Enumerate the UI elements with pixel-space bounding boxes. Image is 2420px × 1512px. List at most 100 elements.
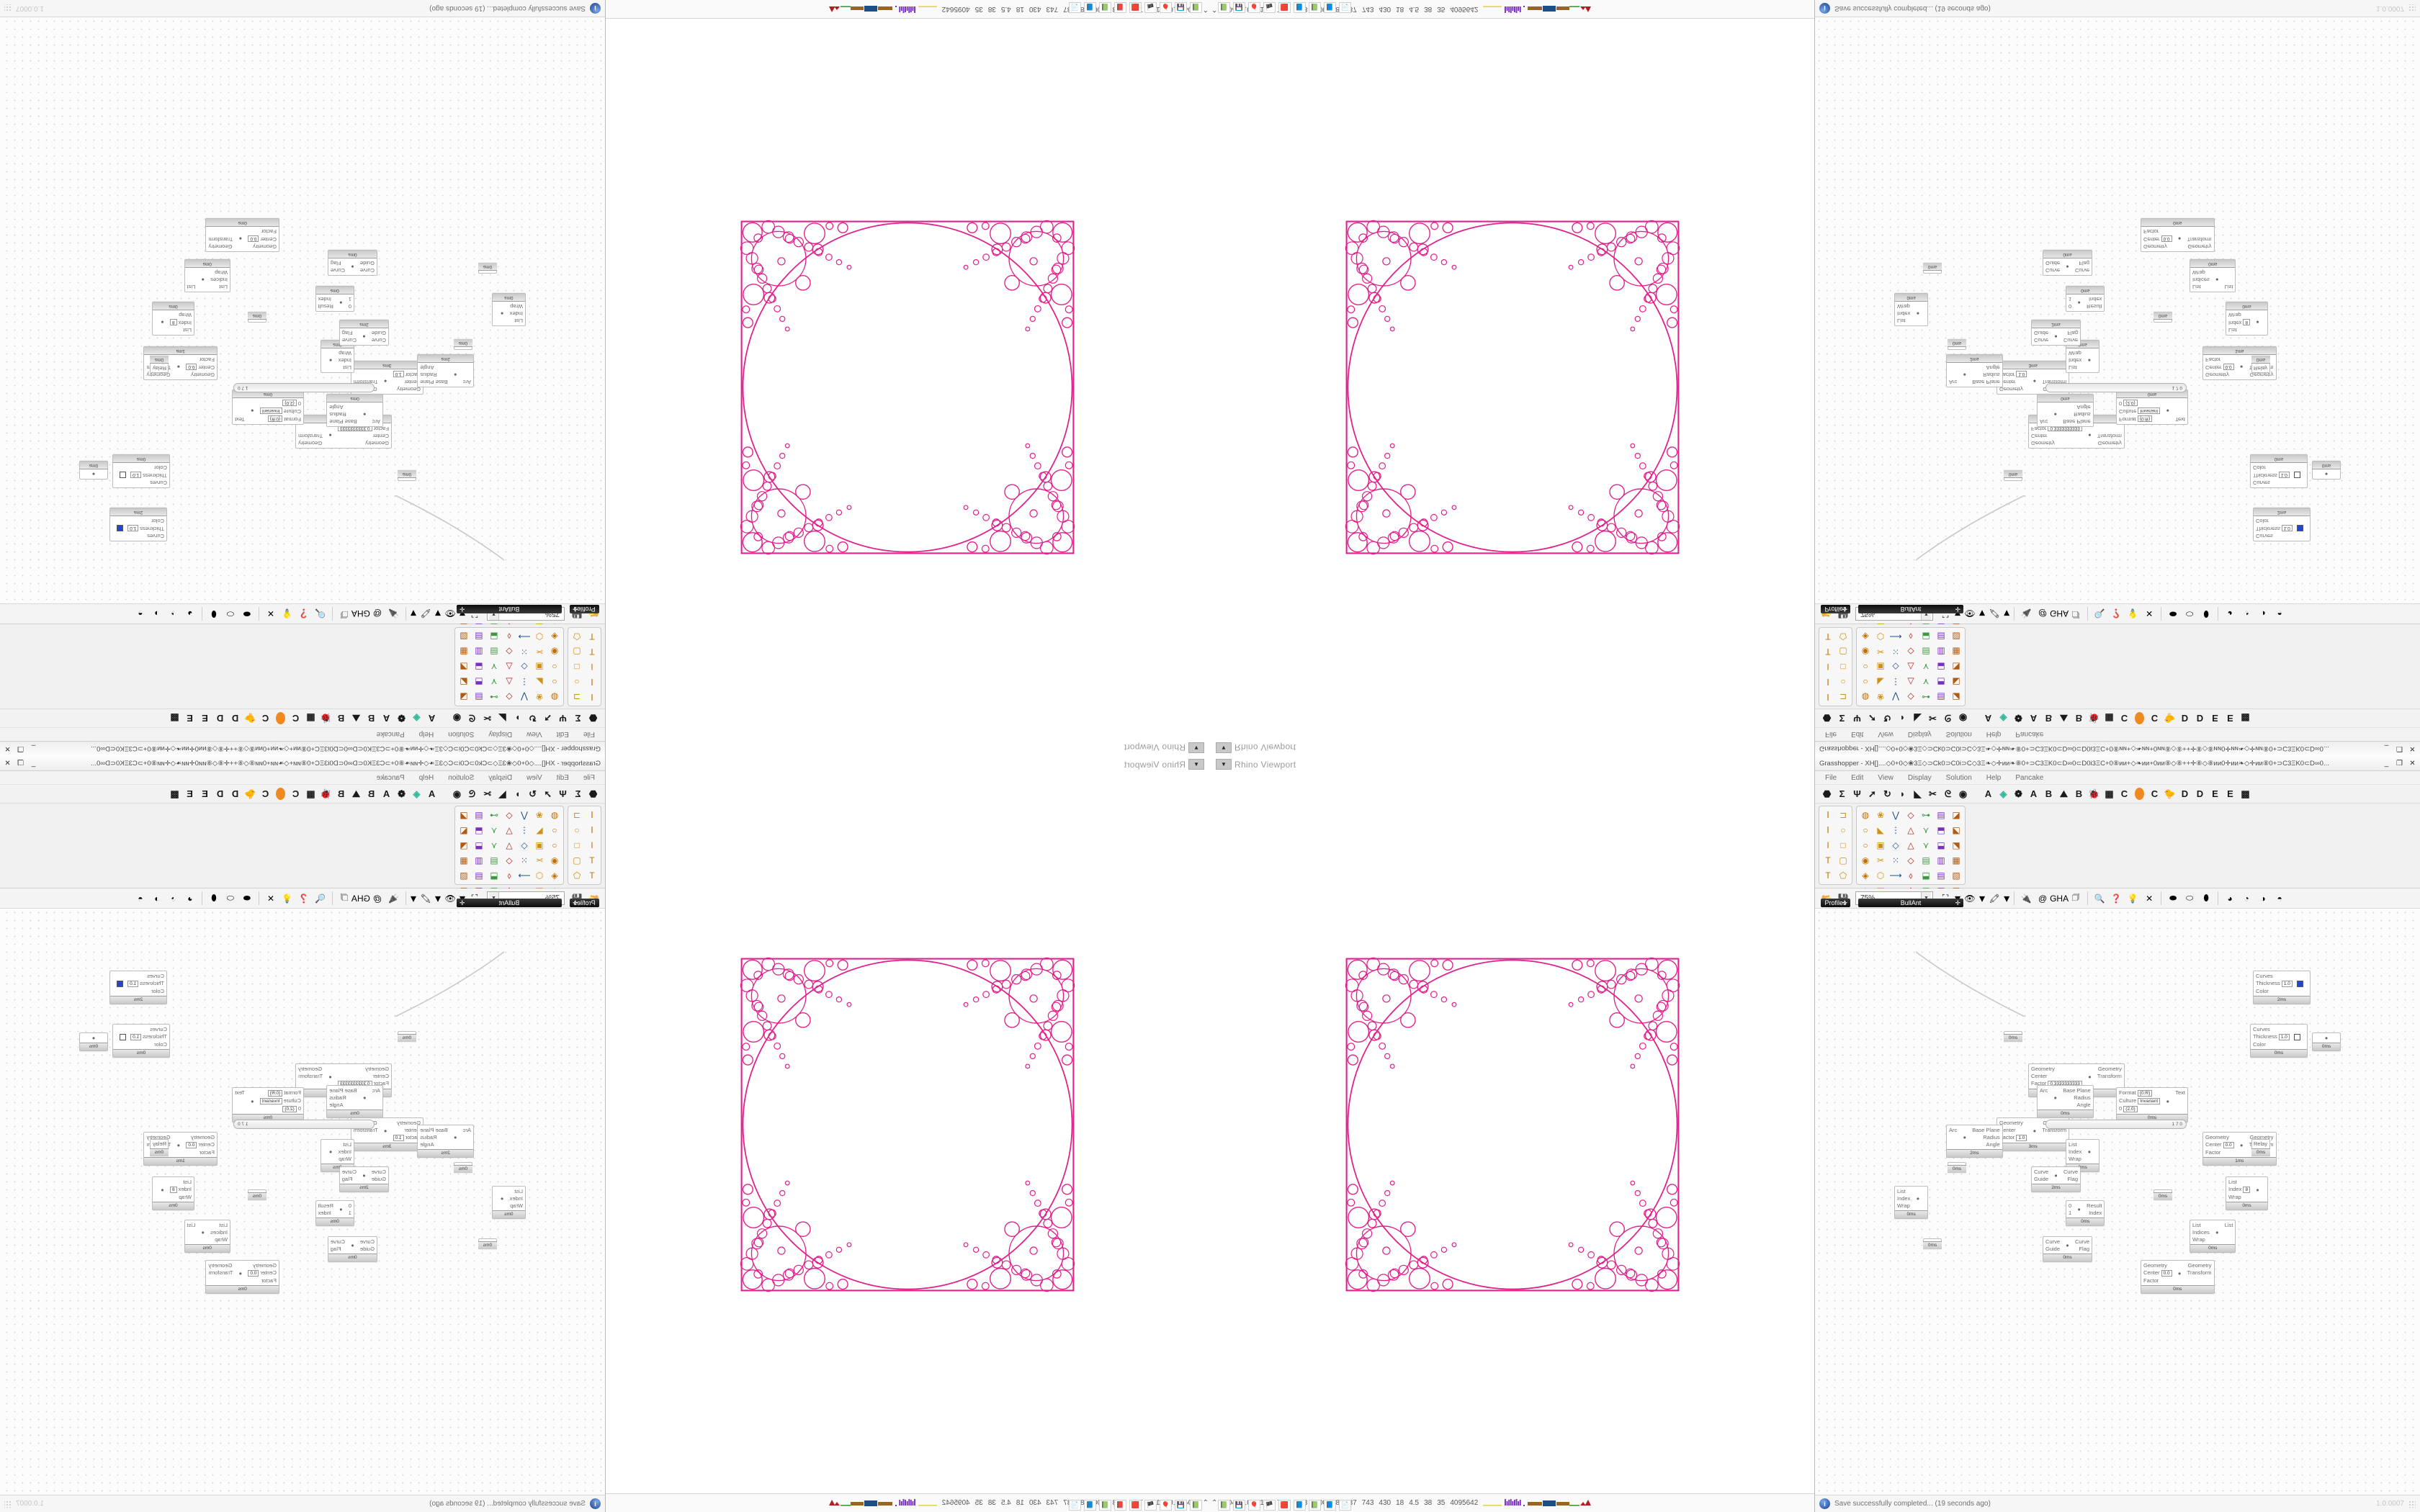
- window-controls[interactable]: _ ❐ ✕: [2380, 758, 2419, 769]
- shade-black-icon[interactable]: ⬬: [2169, 609, 2177, 619]
- input-param[interactable]: Thickness 1.0: [130, 472, 167, 479]
- ribbon-icon[interactable]: ▣: [535, 662, 544, 672]
- input-param[interactable]: Factor 1.0: [1999, 371, 2027, 378]
- menu-item-help[interactable]: Help: [418, 730, 434, 739]
- output-param[interactable]: Flag: [330, 1246, 341, 1252]
- ribbon-icon[interactable]: Ⅰ: [591, 825, 593, 835]
- input-param[interactable]: Wrap: [1897, 1202, 1910, 1209]
- addon-dots-tab[interactable]: ▩: [170, 788, 179, 799]
- ribbon-icon[interactable]: Ⅰ: [591, 677, 593, 687]
- addon-a1-tab[interactable]: A: [1984, 713, 1992, 724]
- input-param[interactable]: Color: [2256, 518, 2269, 524]
- viewport-menu-arrow-icon[interactable]: ▼: [1216, 759, 1232, 770]
- output-param[interactable]: Geometry: [208, 1262, 233, 1269]
- output-param[interactable]: Transform: [208, 236, 233, 243]
- list-item-2[interactable]: List Index Wrap ● 0ms: [1894, 1186, 1929, 1219]
- material-blue-icon[interactable]: ◓: [2277, 893, 2282, 904]
- ribbon-icon[interactable]: ⬠: [573, 631, 581, 642]
- menu-item-pancake[interactable]: Pancake: [2015, 773, 2044, 782]
- larger-than[interactable]: 0 1 ● Result Index 0ms: [315, 1200, 354, 1226]
- addon-tree-tab[interactable]: ❁: [398, 713, 405, 724]
- material-green-icon[interactable]: ◔: [171, 893, 176, 904]
- surface-tab[interactable]: ◗: [1899, 713, 1906, 724]
- arc-deconstruct-1[interactable]: Arc ● Base Plane Radius Angle 0ms: [2037, 394, 2094, 427]
- ribbon-tab-label-bullant[interactable]: BullAnt ✛: [457, 605, 562, 613]
- input-param[interactable]: Geometry: [365, 1066, 389, 1072]
- input-param[interactable]: List: [343, 1141, 351, 1148]
- addon-ellipse-tab[interactable]: [2135, 712, 2144, 724]
- param-value[interactable]: Invariant: [2138, 408, 2161, 414]
- input-param[interactable]: 1: [2069, 1210, 2072, 1216]
- input-param[interactable]: List: [219, 284, 228, 290]
- ribbon-icon[interactable]: ⊐: [1839, 810, 1847, 820]
- group-node-1[interactable]: 0ms: [2154, 1189, 2172, 1200]
- addon-dots-tab[interactable]: ▩: [170, 713, 179, 724]
- transform-tab[interactable]: ᘓ: [1944, 788, 1952, 799]
- grasshopper-canvas[interactable]: Curves Thickness 1.0 Color 2ms Curves Thic…: [0, 909, 605, 1495]
- material-teal-icon[interactable]: ◕: [2227, 893, 2233, 904]
- input-param[interactable]: Geometry: [397, 386, 421, 392]
- input-param[interactable]: List: [514, 318, 523, 324]
- output-param[interactable]: Flag: [2079, 260, 2090, 266]
- number-slider-1[interactable]: 1 7 0: [2045, 383, 2187, 392]
- addon-grid-tab[interactable]: ▦: [306, 713, 315, 724]
- output-param[interactable]: Flag: [2067, 330, 2079, 336]
- bulb-icon[interactable]: 💡: [282, 893, 293, 904]
- input-param[interactable]: Culture Invariant: [2119, 1097, 2161, 1104]
- ribbon-icon[interactable]: ⬓: [1922, 631, 1930, 642]
- input-param[interactable]: Format {0:R}: [2119, 415, 2160, 423]
- menu-item-file[interactable]: File: [1825, 773, 1837, 782]
- addon-d1-tab[interactable]: D: [231, 788, 239, 799]
- ribbon-icon[interactable]: ⟶: [518, 870, 531, 881]
- input-param[interactable]: Culture Invariant: [2119, 408, 2161, 415]
- material-orange-icon[interactable]: ◑: [154, 893, 160, 904]
- ribbon-icon[interactable]: ⬨: [507, 631, 511, 642]
- ribbon-icon[interactable]: ◪: [1952, 810, 1960, 820]
- ribbon-icon[interactable]: ⋎: [490, 825, 498, 835]
- param-value[interactable]: {0:R}: [2137, 1090, 2153, 1097]
- taskbar-icon-a8[interactable]: 📗: [1190, 1499, 1202, 1511]
- display-tab[interactable]: ◉: [1958, 788, 1968, 799]
- shade-white-icon[interactable]: ⬭: [226, 609, 235, 619]
- output-param[interactable]: Angle: [2076, 1102, 2091, 1108]
- ribbon-icon[interactable]: T: [1825, 855, 1831, 865]
- input-param[interactable]: Geometry: [253, 243, 277, 250]
- material-blue-icon[interactable]: ◓: [138, 608, 143, 619]
- ribbon-icon[interactable]: ▦: [460, 855, 468, 865]
- menu-item-file[interactable]: File: [583, 730, 595, 739]
- ribbon-tab-label-bullant[interactable]: BullAnt ✛: [1858, 605, 1963, 613]
- input-param[interactable]: List: [2228, 1179, 2237, 1185]
- input-param[interactable]: Wrap: [215, 1236, 228, 1243]
- input-param[interactable]: Curve: [371, 1169, 386, 1175]
- output-param[interactable]: Index: [2089, 296, 2102, 302]
- output-param[interactable]: Base Plane: [420, 1127, 448, 1133]
- input-param[interactable]: Thickness 1.0: [130, 1033, 167, 1040]
- maximize-button[interactable]: ❐: [17, 759, 24, 768]
- input-param[interactable]: Center 0.0: [186, 364, 215, 371]
- output-param[interactable]: Geometry: [2187, 243, 2212, 250]
- grasshopper-canvas[interactable]: Curves Thickness 1.0 Color 2ms Curves Thic…: [0, 17, 605, 603]
- param-value[interactable]: 1.0: [130, 472, 142, 478]
- ribbon-icon[interactable]: ⁙: [1891, 647, 1900, 657]
- taskbar-icon-a4[interactable]: 🟥: [1129, 1, 1142, 13]
- menu-item-help[interactable]: Help: [1986, 773, 2002, 782]
- curve-tab[interactable]: ↻: [1883, 788, 1891, 799]
- addon-d2-tab[interactable]: D: [216, 788, 224, 799]
- format-text[interactable]: Format {0:R} Culture Invariant 0 (2,0) ● Tex…: [232, 390, 304, 425]
- menu-item-pancake[interactable]: Pancake: [376, 730, 405, 739]
- output-param[interactable]: Curve: [330, 267, 345, 274]
- addon-chick-tab[interactable]: 🐤: [2164, 788, 2176, 799]
- addon-e2-tab[interactable]: E: [2227, 788, 2233, 799]
- scale-4[interactable]: Geometry Center 0.0 Factor ● Geometry Trans…: [2141, 1260, 2215, 1294]
- taskbar-bottom[interactable]: 📄 📘 📗 📕 🟥 🏴 🎈 💾 📗 📗 💾 🎈 🏴 🟥 📘 📗 📘 📄: [0, 1498, 2420, 1512]
- ribbon-icon[interactable]: ◍: [1861, 810, 1870, 820]
- taskbar-icon-a6[interactable]: 🎈: [1160, 1, 1172, 13]
- shade-white-icon[interactable]: ⬭: [226, 893, 235, 903]
- param-value[interactable]: 1.0: [130, 1034, 142, 1040]
- ribbon-icon[interactable]: △: [506, 840, 513, 850]
- addon-dots-tab[interactable]: ▩: [2241, 788, 2250, 799]
- input-param[interactable]: Arc: [372, 418, 380, 425]
- input-param[interactable]: List: [2069, 1141, 2077, 1148]
- addon-a2-tab[interactable]: A: [382, 788, 390, 799]
- addon-leaf-tab[interactable]: ◈: [413, 713, 421, 724]
